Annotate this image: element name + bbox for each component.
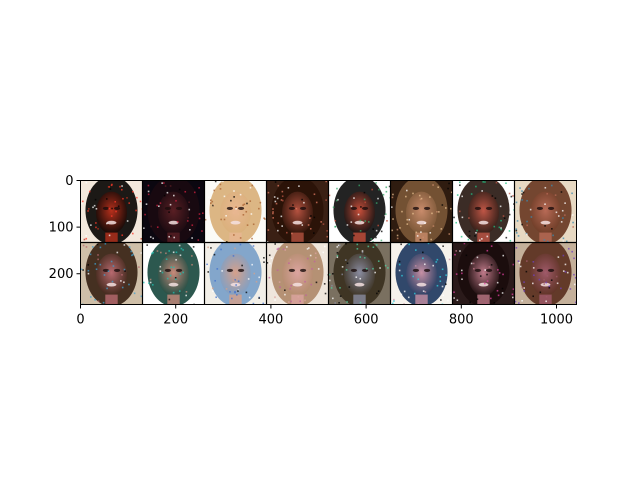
face-tile (80, 242, 143, 305)
face-tile (390, 242, 453, 305)
face-tile (452, 242, 515, 305)
x-axis: 0 200 400 600 800 1000 (76, 304, 573, 328)
y-tick-label: 200 (49, 267, 74, 282)
y-tick-label: 100 (49, 221, 74, 236)
y-axis: 0 100 200 (49, 174, 81, 282)
face-tile (390, 180, 453, 243)
face-tile (80, 180, 143, 243)
x-tick-label: 400 (258, 313, 283, 328)
x-tick-label: 600 (354, 313, 379, 328)
axes-frame (80, 180, 577, 305)
face-tile (328, 180, 391, 243)
face-tile (204, 180, 267, 243)
generated-face-grid (80, 180, 577, 305)
face-tile (204, 242, 267, 305)
x-tick-label: 800 (449, 313, 474, 328)
face-tile (142, 180, 205, 243)
face-tile (142, 242, 205, 305)
face-tile (266, 180, 329, 243)
y-tick-label: 0 (65, 174, 73, 189)
x-tick-label: 200 (163, 313, 188, 328)
face-tile (514, 180, 577, 243)
face-tile (452, 180, 515, 243)
face-tile (266, 242, 329, 305)
x-tick-label: 0 (76, 313, 84, 328)
x-tick-label: 1000 (540, 313, 573, 328)
face-tile (328, 242, 391, 305)
face-tile (514, 242, 577, 305)
